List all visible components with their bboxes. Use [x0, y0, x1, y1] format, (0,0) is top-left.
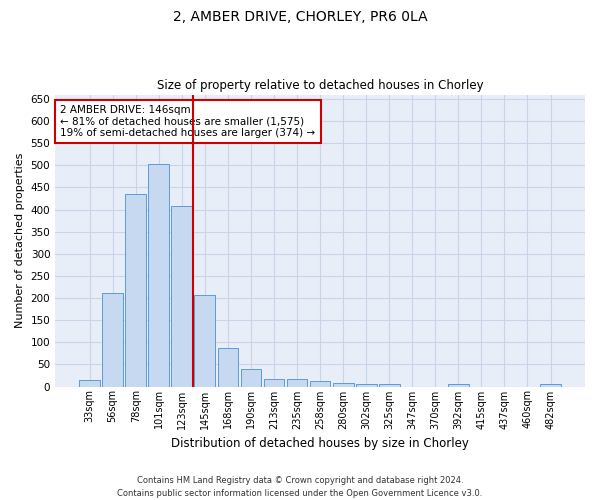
Bar: [241, 369, 262, 386]
Title: Size of property relative to detached houses in Chorley: Size of property relative to detached ho…: [157, 79, 484, 92]
Text: 2 AMBER DRIVE: 146sqm
← 81% of detached houses are smaller (1,575)
19% of semi-d: 2 AMBER DRIVE: 146sqm ← 81% of detached …: [61, 105, 316, 138]
Text: Contains HM Land Registry data © Crown copyright and database right 2024.
Contai: Contains HM Land Registry data © Crown c…: [118, 476, 482, 498]
Bar: [263, 378, 284, 386]
Bar: [125, 194, 146, 386]
Bar: [218, 348, 238, 387]
Bar: [379, 384, 400, 386]
Bar: [172, 206, 192, 386]
X-axis label: Distribution of detached houses by size in Chorley: Distribution of detached houses by size …: [171, 437, 469, 450]
Bar: [194, 295, 215, 386]
Bar: [79, 380, 100, 386]
Bar: [540, 384, 561, 386]
Bar: [333, 384, 353, 386]
Text: 2, AMBER DRIVE, CHORLEY, PR6 0LA: 2, AMBER DRIVE, CHORLEY, PR6 0LA: [173, 10, 427, 24]
Bar: [356, 384, 377, 386]
Bar: [287, 378, 307, 386]
Bar: [448, 384, 469, 386]
Bar: [102, 292, 123, 386]
Bar: [310, 381, 331, 386]
Y-axis label: Number of detached properties: Number of detached properties: [15, 153, 25, 328]
Bar: [148, 164, 169, 386]
